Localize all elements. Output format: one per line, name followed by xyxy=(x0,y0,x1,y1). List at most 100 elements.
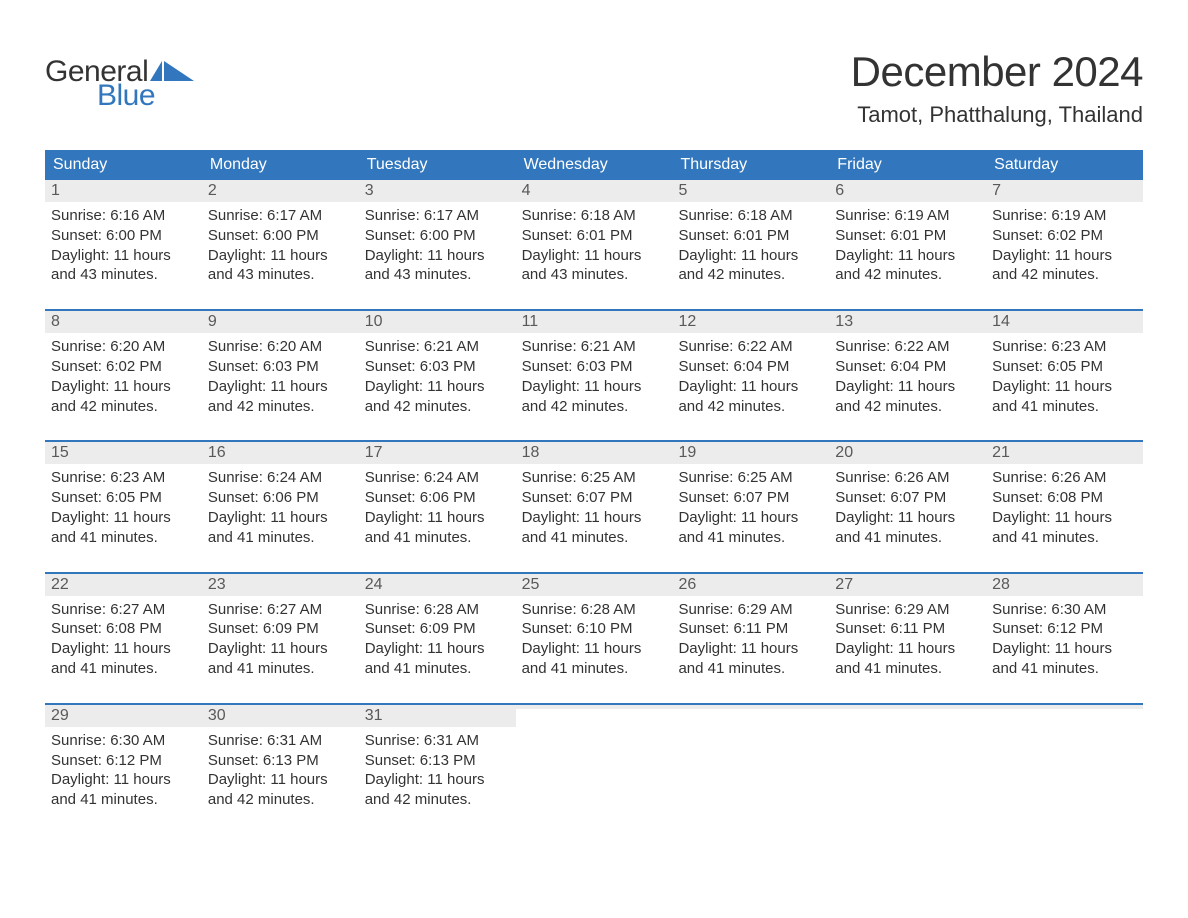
dl2-text: and 41 minutes. xyxy=(992,528,1137,548)
brand-logo: General Blue xyxy=(45,55,194,113)
dl1-text: Daylight: 11 hours xyxy=(992,377,1137,397)
day-number-row: 22 xyxy=(45,574,202,596)
sunset-text: Sunset: 6:11 PM xyxy=(678,619,823,639)
day-number-row: 29 xyxy=(45,705,202,727)
sunrise-text: Sunrise: 6:28 AM xyxy=(365,600,510,620)
calendar-day-cell: 15Sunrise: 6:23 AMSunset: 6:05 PMDayligh… xyxy=(45,442,202,547)
dl2-text: and 41 minutes. xyxy=(51,659,196,679)
calendar-day-cell: 10Sunrise: 6:21 AMSunset: 6:03 PMDayligh… xyxy=(359,311,516,416)
sunrise-text: Sunrise: 6:22 AM xyxy=(678,337,823,357)
day-content: Sunrise: 6:28 AMSunset: 6:10 PMDaylight:… xyxy=(516,596,673,679)
day-number-row: 13 xyxy=(829,311,986,333)
sunset-text: Sunset: 6:13 PM xyxy=(365,751,510,771)
calendar-day-cell: 26Sunrise: 6:29 AMSunset: 6:11 PMDayligh… xyxy=(672,574,829,679)
calendar-day-cell: 19Sunrise: 6:25 AMSunset: 6:07 PMDayligh… xyxy=(672,442,829,547)
dl2-text: and 42 minutes. xyxy=(208,790,353,810)
dl1-text: Daylight: 11 hours xyxy=(365,246,510,266)
sunrise-text: Sunrise: 6:27 AM xyxy=(208,600,353,620)
day-content: Sunrise: 6:30 AMSunset: 6:12 PMDaylight:… xyxy=(986,596,1143,679)
day-header: Sunday xyxy=(45,150,202,180)
sunset-text: Sunset: 6:00 PM xyxy=(51,226,196,246)
day-number: 22 xyxy=(51,576,69,593)
day-content xyxy=(516,709,673,713)
day-number: 13 xyxy=(835,313,853,330)
sunrise-text: Sunrise: 6:20 AM xyxy=(51,337,196,357)
dl2-text: and 43 minutes. xyxy=(208,265,353,285)
day-number: 19 xyxy=(678,444,696,461)
day-content: Sunrise: 6:27 AMSunset: 6:09 PMDaylight:… xyxy=(202,596,359,679)
dl2-text: and 41 minutes. xyxy=(992,397,1137,417)
day-number-row: 1 xyxy=(45,180,202,202)
calendar-day-cell: 8Sunrise: 6:20 AMSunset: 6:02 PMDaylight… xyxy=(45,311,202,416)
dl1-text: Daylight: 11 hours xyxy=(208,770,353,790)
sunrise-text: Sunrise: 6:18 AM xyxy=(678,206,823,226)
sunset-text: Sunset: 6:03 PM xyxy=(208,357,353,377)
sunrise-text: Sunrise: 6:26 AM xyxy=(992,468,1137,488)
calendar-day-cell: 6Sunrise: 6:19 AMSunset: 6:01 PMDaylight… xyxy=(829,180,986,285)
sunrise-text: Sunrise: 6:29 AM xyxy=(835,600,980,620)
sunset-text: Sunset: 6:04 PM xyxy=(835,357,980,377)
day-number: 29 xyxy=(51,707,69,724)
dl1-text: Daylight: 11 hours xyxy=(51,770,196,790)
calendar-day-cell: 2Sunrise: 6:17 AMSunset: 6:00 PMDaylight… xyxy=(202,180,359,285)
sunrise-text: Sunrise: 6:31 AM xyxy=(365,731,510,751)
calendar-day-cell: 3Sunrise: 6:17 AMSunset: 6:00 PMDaylight… xyxy=(359,180,516,285)
dl2-text: and 41 minutes. xyxy=(365,659,510,679)
day-content: Sunrise: 6:22 AMSunset: 6:04 PMDaylight:… xyxy=(829,333,986,416)
calendar-day-cell: 30Sunrise: 6:31 AMSunset: 6:13 PMDayligh… xyxy=(202,705,359,810)
day-content: Sunrise: 6:27 AMSunset: 6:08 PMDaylight:… xyxy=(45,596,202,679)
day-header: Tuesday xyxy=(359,150,516,180)
sunset-text: Sunset: 6:07 PM xyxy=(522,488,667,508)
dl2-text: and 41 minutes. xyxy=(208,659,353,679)
day-number: 18 xyxy=(522,444,540,461)
sunrise-text: Sunrise: 6:26 AM xyxy=(835,468,980,488)
calendar: Sunday Monday Tuesday Wednesday Thursday… xyxy=(45,150,1143,810)
day-header: Monday xyxy=(202,150,359,180)
calendar-day-cell: 16Sunrise: 6:24 AMSunset: 6:06 PMDayligh… xyxy=(202,442,359,547)
sunset-text: Sunset: 6:13 PM xyxy=(208,751,353,771)
dl2-text: and 42 minutes. xyxy=(51,397,196,417)
day-number-row: 5 xyxy=(672,180,829,202)
dl1-text: Daylight: 11 hours xyxy=(51,508,196,528)
dl2-text: and 42 minutes. xyxy=(208,397,353,417)
sunset-text: Sunset: 6:12 PM xyxy=(51,751,196,771)
sunrise-text: Sunrise: 6:27 AM xyxy=(51,600,196,620)
day-number: 9 xyxy=(208,313,217,330)
page: General Blue December 2024 Tamot, Phatth… xyxy=(0,0,1188,874)
day-content: Sunrise: 6:18 AMSunset: 6:01 PMDaylight:… xyxy=(672,202,829,285)
dl2-text: and 41 minutes. xyxy=(51,528,196,548)
day-content: Sunrise: 6:19 AMSunset: 6:01 PMDaylight:… xyxy=(829,202,986,285)
day-number-row: 6 xyxy=(829,180,986,202)
day-number-row: 11 xyxy=(516,311,673,333)
day-number-row: 23 xyxy=(202,574,359,596)
dl1-text: Daylight: 11 hours xyxy=(835,377,980,397)
sunrise-text: Sunrise: 6:20 AM xyxy=(208,337,353,357)
day-content: Sunrise: 6:18 AMSunset: 6:01 PMDaylight:… xyxy=(516,202,673,285)
day-number-row: 27 xyxy=(829,574,986,596)
dl1-text: Daylight: 11 hours xyxy=(835,508,980,528)
dl1-text: Daylight: 11 hours xyxy=(208,639,353,659)
dl1-text: Daylight: 11 hours xyxy=(365,770,510,790)
day-number: 2 xyxy=(208,182,217,199)
sunset-text: Sunset: 6:06 PM xyxy=(365,488,510,508)
day-number-row: 12 xyxy=(672,311,829,333)
brand-word2: Blue xyxy=(97,79,194,113)
day-content: Sunrise: 6:28 AMSunset: 6:09 PMDaylight:… xyxy=(359,596,516,679)
calendar-day-cell: 24Sunrise: 6:28 AMSunset: 6:09 PMDayligh… xyxy=(359,574,516,679)
day-number: 10 xyxy=(365,313,383,330)
sunrise-text: Sunrise: 6:18 AM xyxy=(522,206,667,226)
sunset-text: Sunset: 6:01 PM xyxy=(835,226,980,246)
sunset-text: Sunset: 6:03 PM xyxy=(365,357,510,377)
dl2-text: and 41 minutes. xyxy=(835,659,980,679)
day-number: 21 xyxy=(992,444,1010,461)
day-number-row: 16 xyxy=(202,442,359,464)
day-content xyxy=(986,709,1143,713)
sunrise-text: Sunrise: 6:23 AM xyxy=(992,337,1137,357)
day-content: Sunrise: 6:25 AMSunset: 6:07 PMDaylight:… xyxy=(516,464,673,547)
day-number: 14 xyxy=(992,313,1010,330)
calendar-day-cell: 29Sunrise: 6:30 AMSunset: 6:12 PMDayligh… xyxy=(45,705,202,810)
day-content: Sunrise: 6:26 AMSunset: 6:08 PMDaylight:… xyxy=(986,464,1143,547)
dl2-text: and 41 minutes. xyxy=(208,528,353,548)
calendar-day-cell xyxy=(829,705,986,810)
sunrise-text: Sunrise: 6:25 AM xyxy=(522,468,667,488)
